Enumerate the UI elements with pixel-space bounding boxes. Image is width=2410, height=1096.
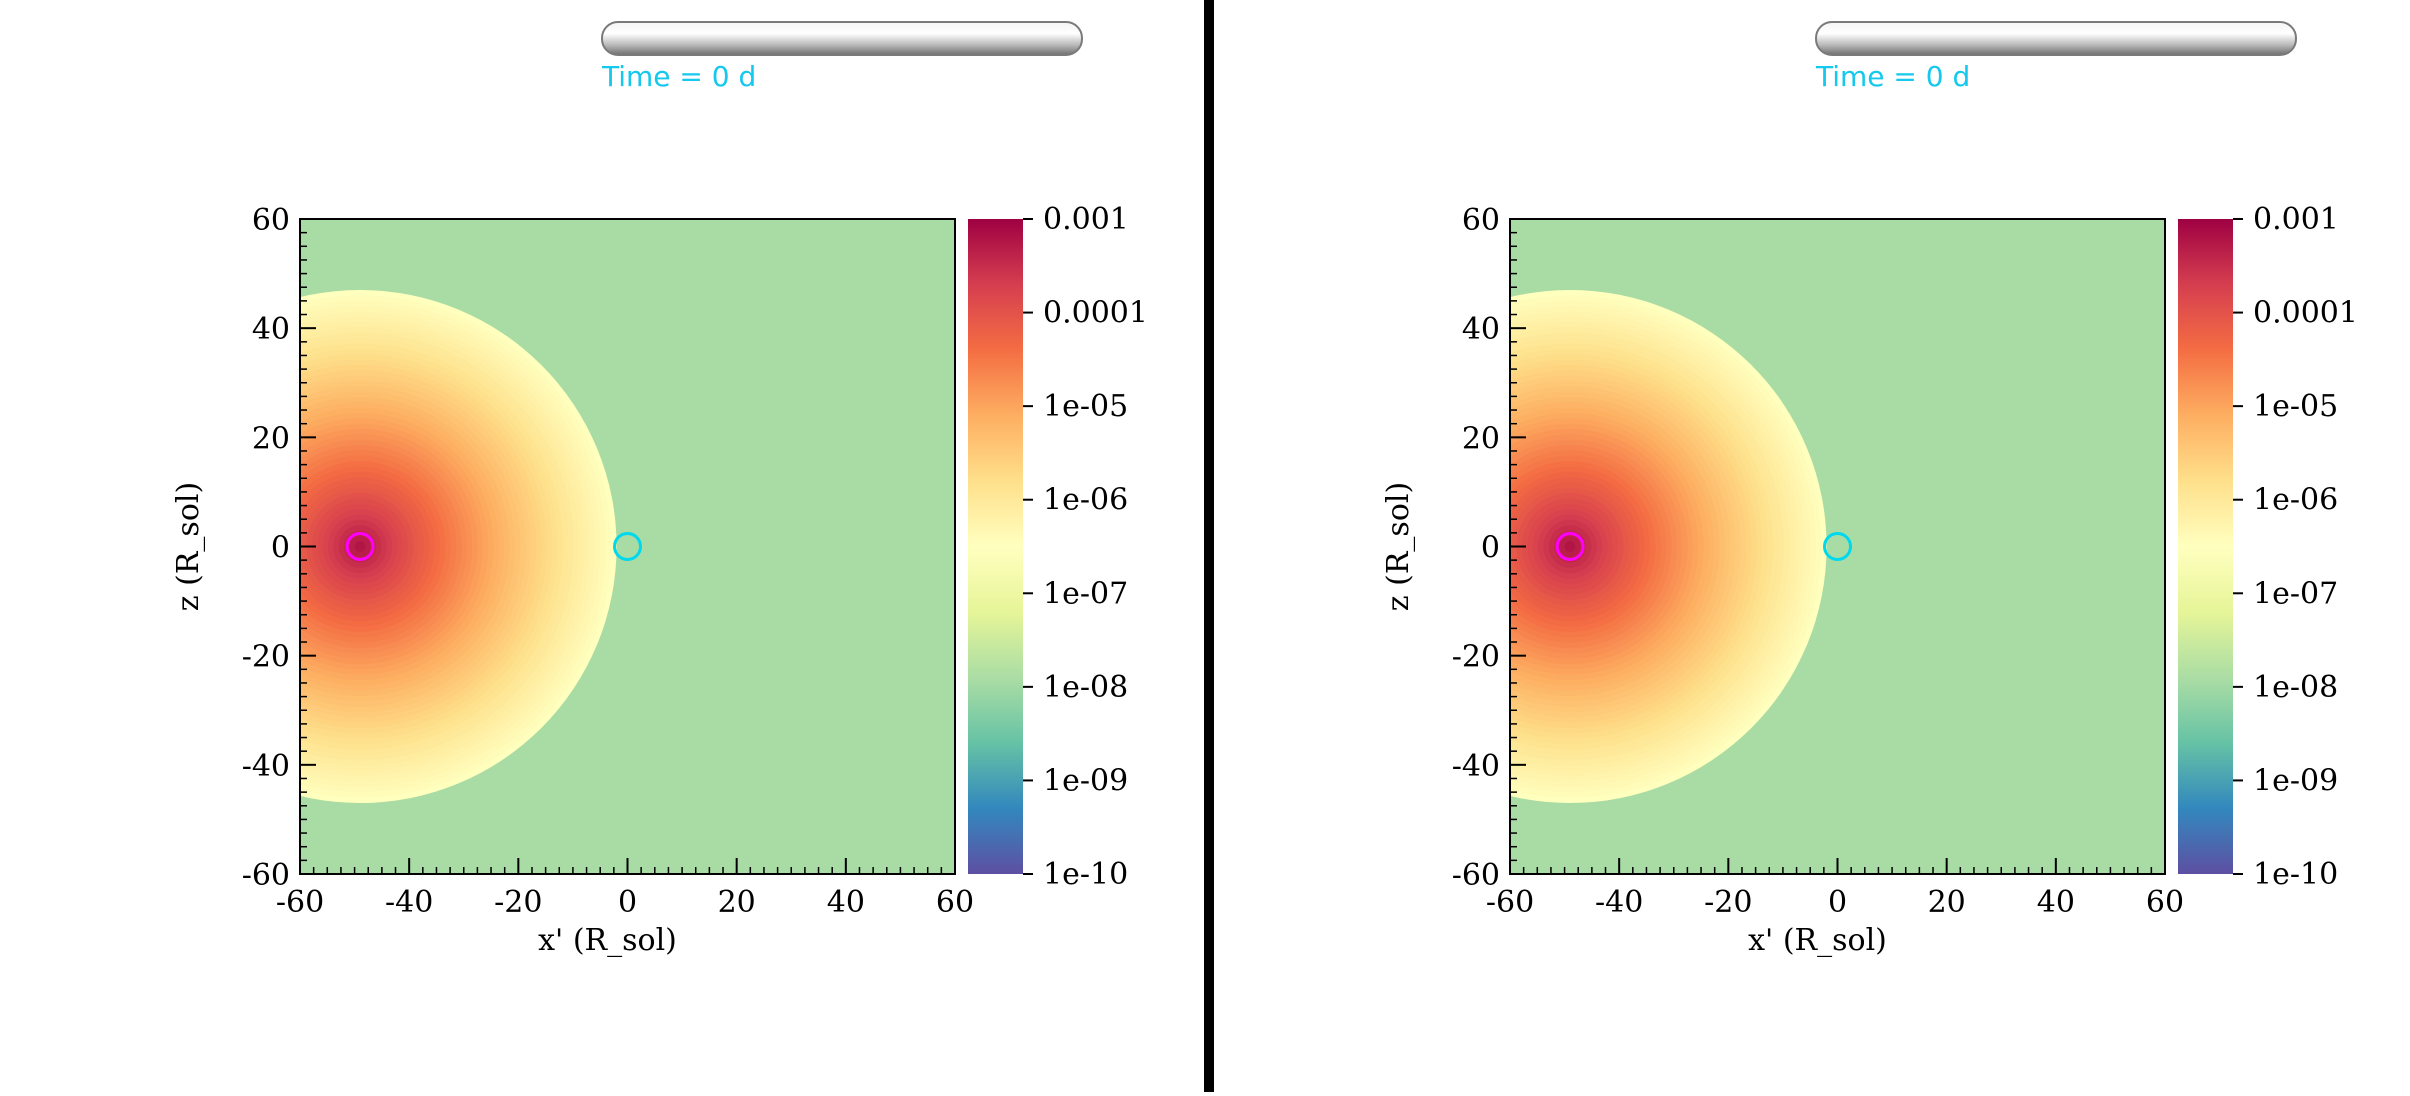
y-tick-label: -20 [242,640,290,675]
star-marker [1555,532,1585,561]
y-tick-label: 20 [252,421,290,456]
y-axis-label: z (R_sol) [171,482,206,611]
star-marker [345,532,375,561]
time-label: Time = 0 d [601,60,756,93]
heatmap-plot: -60 -40 -20 0 20 40 60 60 40 20 0 -20 -40 -60 x' (R_so… [1381,202,2358,958]
y-tick-label: 20 [1462,421,1500,456]
x-tick-label: -40 [1595,885,1643,920]
y-tick-label: 40 [1462,312,1500,347]
x-tick-label: 20 [1928,885,1966,920]
y-tick-label: 40 [252,312,290,347]
left-figure: Time = 0 d -60 -40 -20 0 20 40 60 60 40 20 0 -20 -40… [171,21,1148,958]
colorbar-tick-label: 1e-10 [1043,857,1128,892]
heatmap-contour-ring [1564,541,1576,552]
colorbar-tick-label: 1e-08 [2253,670,2338,705]
x-tick-label: -60 [276,885,324,920]
colorbar-tick-label: 1e-06 [2253,483,2338,518]
y-tick-label: 60 [1462,203,1500,238]
time-slider-track[interactable] [601,21,1083,56]
x-tick-label: 0 [618,885,637,920]
colorbar-tick-label: 0.001 [2253,202,2339,237]
x-tick-label: -20 [494,885,542,920]
x-tick-label: -20 [1704,885,1752,920]
y-tick-label: 0 [1481,531,1500,566]
colorbar-tick-label: 1e-09 [1043,763,1128,798]
panel-divider [1204,0,1214,1092]
colorbar-tick-label: 1e-07 [2253,576,2338,611]
colorbar-tick-label: 1e-08 [1043,670,1128,705]
y-tick-label: -60 [242,858,290,893]
time-label: Time = 0 d [1815,60,1970,93]
y-tick-label: -40 [242,749,290,784]
colorbar: 0.001 0.0001 1e-05 1e-06 1e-07 1e-08 1e-09 1e-1… [968,202,1148,892]
right-panel: Time = 0 d -60 -40 -20 0 20 40 60 60 40 20 0 -20 -40… [1210,0,2410,1092]
x-tick-label: -60 [1486,885,1534,920]
colorbar-tick-label: 1e-07 [1043,576,1128,611]
x-tick-label: 60 [2146,885,2184,920]
heatmap-field [300,219,955,874]
x-axis-label: x' (R_sol) [1748,923,1887,958]
y-tick-label: -60 [1452,858,1500,893]
x-axis-label: x' (R_sol) [538,923,677,958]
x-tick-label: -40 [385,885,433,920]
x-tick-label: 60 [936,885,974,920]
x-tick-label: 0 [1828,885,1847,920]
y-tick-label: 60 [252,203,290,238]
time-slider-track[interactable] [1815,21,2297,56]
colorbar-tick-label: 1e-09 [2253,763,2338,798]
companion-marker [1823,532,1852,561]
x-tick-label: 40 [2037,885,2075,920]
colorbar-tick-label: 1e-05 [2253,389,2338,424]
colorbar-gradient [2178,219,2233,874]
heatmap-field [1510,219,2165,874]
y-axis-label: z (R_sol) [1381,482,1416,611]
companion-marker [613,532,642,561]
heatmap-plot: -60 -40 -20 0 20 40 60 60 40 20 0 -20 -40 -60 x' (R_so… [171,202,1148,958]
colorbar-tick-label: 1e-06 [1043,483,1128,518]
right-figure: Time = 0 d -60 -40 -20 0 20 40 60 60 40 20 0 -20 -40… [1381,21,2358,958]
colorbar-tick-label: 0.001 [1043,202,1129,237]
heatmap-contour-ring [354,541,366,552]
colorbar: 0.001 0.0001 1e-05 1e-06 1e-07 1e-08 1e-09 1e-1… [2178,202,2358,892]
y-tick-label: -20 [1452,640,1500,675]
colorbar-gradient [968,219,1023,874]
left-panel: Time = 0 d -60 -40 -20 0 20 40 60 60 40 20 0 -20 -40… [0,0,1205,1092]
y-tick-label: -40 [1452,749,1500,784]
x-tick-label: 40 [827,885,865,920]
colorbar-tick-label: 0.0001 [2253,296,2358,331]
colorbar-tick-label: 0.0001 [1043,296,1148,331]
colorbar-tick-label: 1e-05 [1043,389,1128,424]
y-tick-label: 0 [271,531,290,566]
x-tick-label: 20 [718,885,756,920]
colorbar-tick-label: 1e-10 [2253,857,2338,892]
